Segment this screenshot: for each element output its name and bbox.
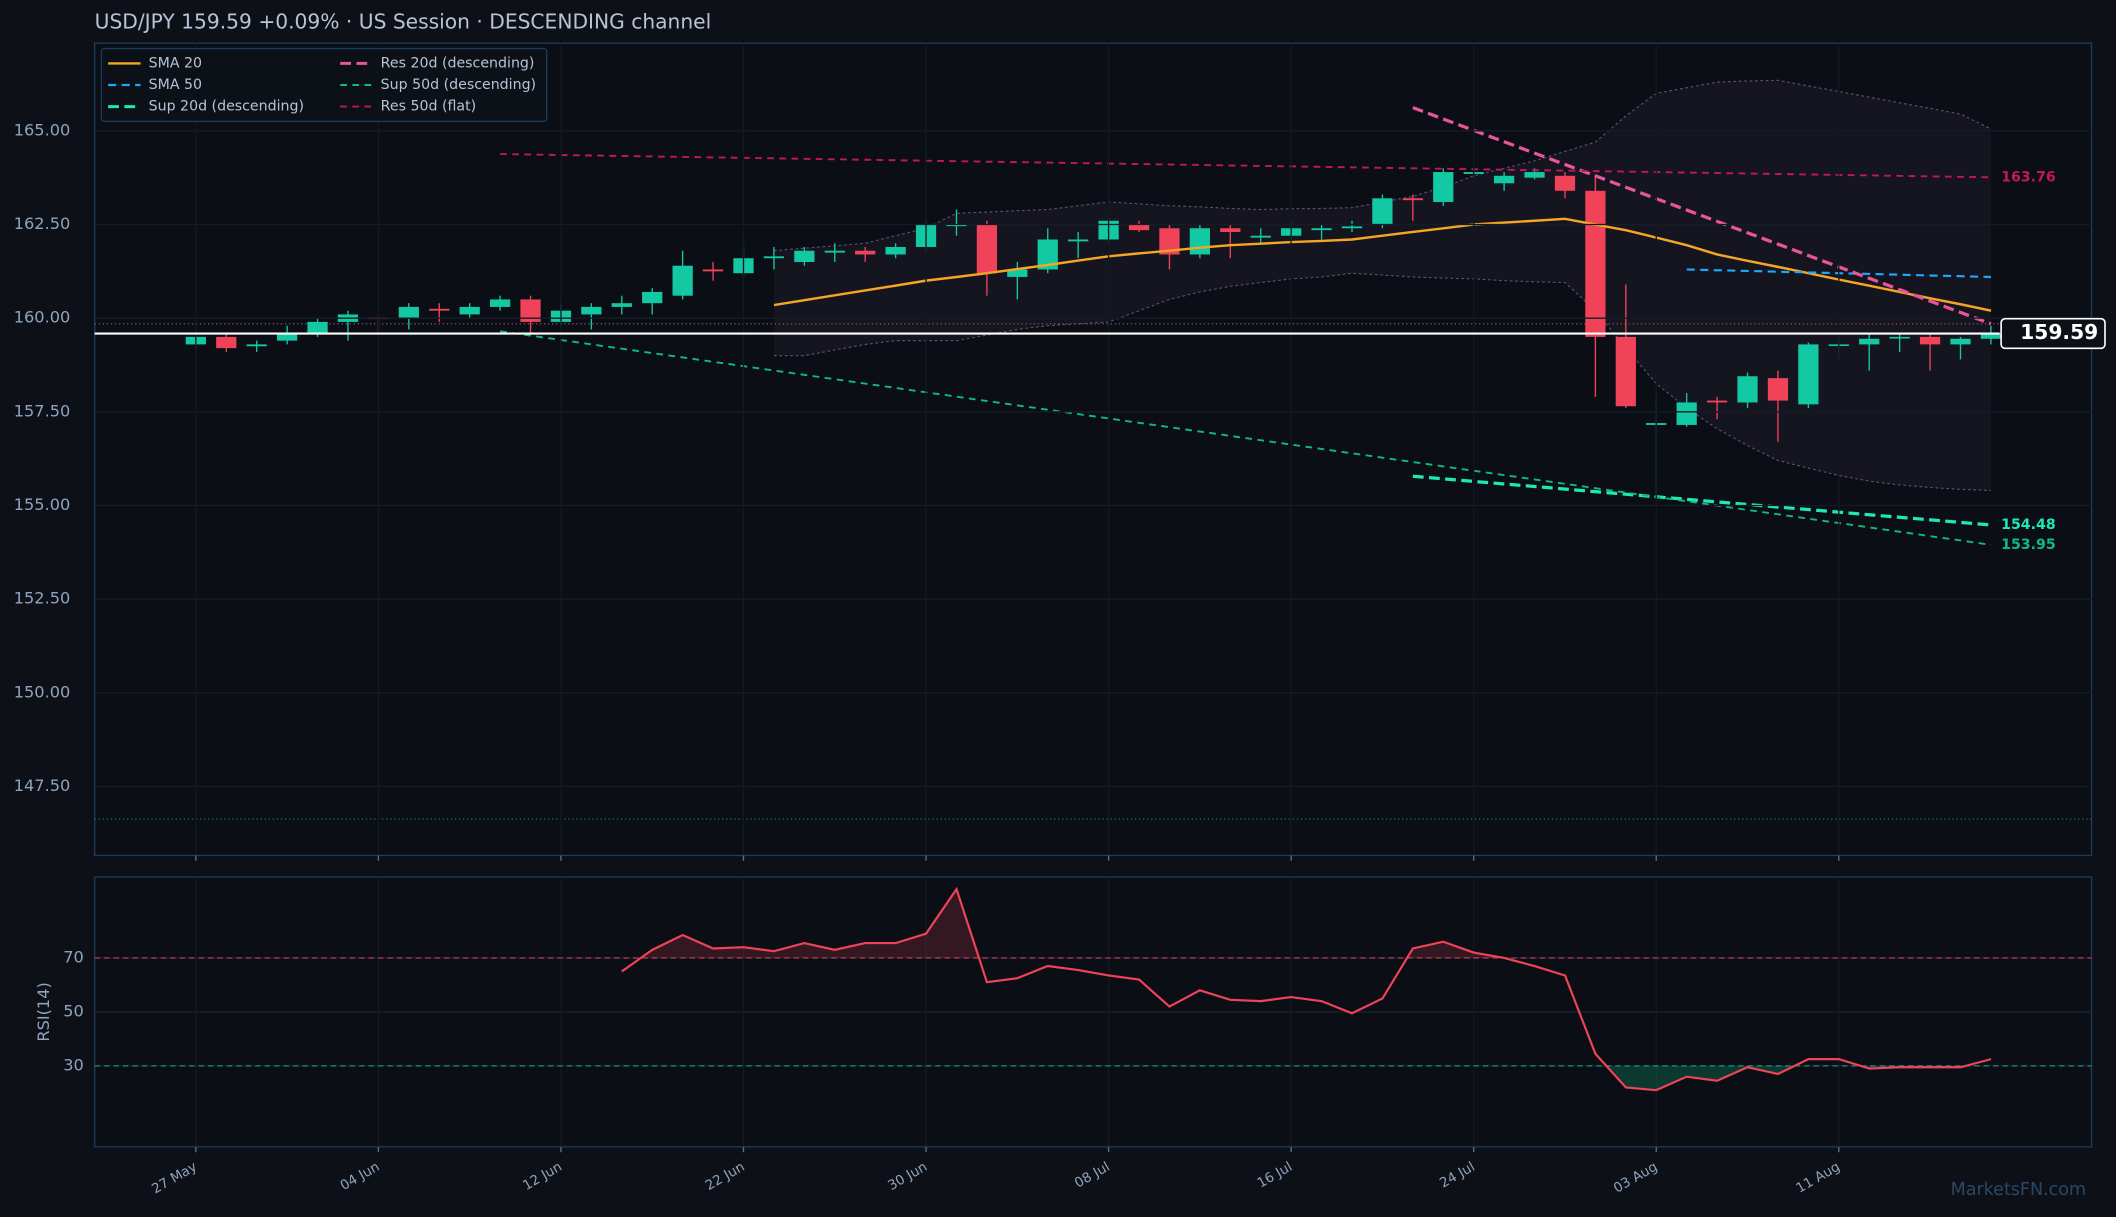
- rsi-axis-label: RSI(14): [34, 982, 53, 1042]
- watermark: MarketsFN.com: [1951, 1180, 2086, 1200]
- rsi-tick-label: 70: [63, 947, 84, 966]
- trendline: [499, 330, 1992, 546]
- candle-body: [1737, 376, 1758, 403]
- rsi-tick-label: 50: [63, 1001, 84, 1020]
- candle-body: [702, 269, 724, 272]
- candle-body: [1341, 226, 1363, 229]
- legend-label: Res 50d (flat): [381, 99, 476, 115]
- y-tick-label: 165.00: [14, 120, 71, 139]
- candle-body: [1037, 239, 1058, 270]
- band-line: [773, 272, 1992, 491]
- candle-body: [1068, 239, 1089, 242]
- candle-body: [1311, 228, 1332, 231]
- candle-body: [1798, 344, 1819, 405]
- candle-body: [672, 265, 693, 296]
- candle-body: [794, 250, 815, 262]
- candle-body: [581, 306, 602, 315]
- candle-body: [1250, 235, 1271, 238]
- band-fill: [773, 80, 1991, 491]
- trendline: [1412, 106, 1992, 326]
- candle-body: [1128, 224, 1150, 231]
- trendline-label: 154.48: [2001, 517, 2056, 533]
- candle-body: [520, 299, 541, 322]
- candle-body: [1402, 198, 1423, 201]
- candle-body: [1554, 175, 1576, 191]
- candle-body: [1980, 333, 2002, 339]
- legend-box: [100, 47, 548, 123]
- candle-body: [1615, 336, 1636, 407]
- legend-label: Res 20d (descending): [381, 55, 535, 71]
- trendline-label: 153.95: [2001, 537, 2056, 553]
- y-tick-label: 157.50: [14, 401, 71, 420]
- legend-label: SMA 20: [149, 55, 202, 71]
- candle-body: [1859, 338, 1880, 345]
- candle-body: [1433, 172, 1454, 203]
- y-tick-label: 160.00: [14, 308, 71, 327]
- chart-title: USD/JPY 159.59 +0.09% · US Session · DES…: [95, 9, 712, 33]
- candle-body: [611, 303, 632, 307]
- candle-body: [277, 333, 298, 341]
- oversold-fill: [621, 1065, 1991, 1091]
- candle-body: [1889, 336, 1910, 339]
- rsi-tick-label: 30: [63, 1055, 84, 1074]
- candle-body: [307, 321, 328, 334]
- candle-body: [946, 224, 967, 227]
- last-price-label: 159.59: [2020, 320, 2098, 344]
- candle-body: [1919, 336, 1941, 345]
- trendline: [500, 153, 1991, 179]
- legend-label: SMA 50: [149, 77, 202, 93]
- candle-body: [1676, 402, 1697, 425]
- trendline-label: 163.76: [2001, 169, 2056, 185]
- y-tick-label: 152.50: [14, 589, 71, 608]
- candle-body: [489, 299, 511, 307]
- legend-label: Sup 20d (descending): [149, 99, 304, 115]
- candle-body: [1524, 172, 1545, 178]
- candle-body: [398, 306, 419, 319]
- candle-body: [885, 246, 906, 255]
- candle-body: [1494, 175, 1515, 184]
- candle-body: [1585, 190, 1606, 337]
- candle-body: [1706, 400, 1728, 403]
- candle-body: [1220, 228, 1241, 232]
- legend-label: Sup 50d (descending): [381, 77, 536, 93]
- candle-body: [824, 250, 845, 253]
- candle-body: [459, 306, 480, 315]
- y-tick-label: 155.00: [14, 495, 71, 514]
- y-tick-label: 147.50: [14, 776, 71, 795]
- candle-body: [246, 344, 267, 347]
- candle-body: [763, 256, 785, 259]
- moving-average-line: [773, 217, 1992, 312]
- y-tick-label: 150.00: [14, 682, 71, 701]
- candle-body: [642, 291, 663, 304]
- overbought-fill: [621, 889, 1991, 958]
- candle-body: [429, 308, 450, 311]
- candle-body: [1767, 378, 1789, 401]
- price-panel: [93, 42, 2093, 857]
- candle-body: [216, 336, 237, 349]
- last-price-box: [2000, 317, 2106, 350]
- candle-body: [855, 250, 876, 255]
- candle-body: [1950, 338, 1971, 345]
- candle-body: [976, 224, 998, 274]
- y-tick-label: 162.50: [14, 214, 71, 233]
- candle-body: [1189, 228, 1210, 255]
- candle-body: [1007, 269, 1028, 277]
- rsi-line: [621, 886, 1992, 1092]
- candle-body: [1372, 198, 1393, 225]
- candle-body: [1159, 228, 1180, 255]
